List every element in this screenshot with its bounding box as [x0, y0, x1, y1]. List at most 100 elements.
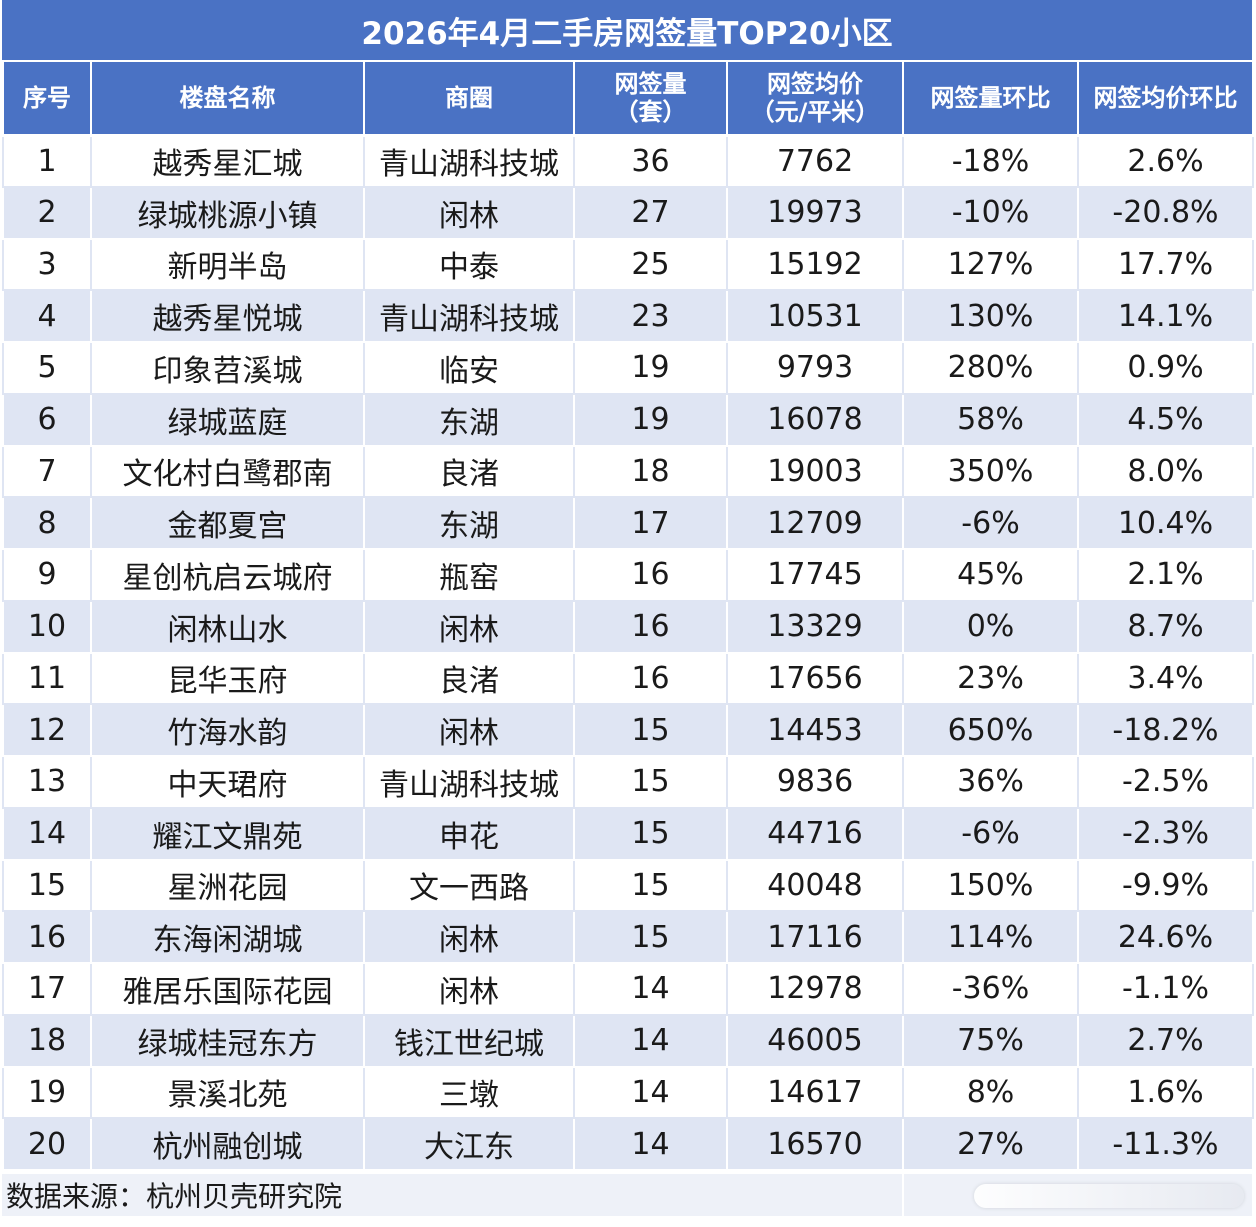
cell-rank: 14 [2, 806, 92, 861]
cell-avg-price: 14453 [726, 703, 904, 757]
divider [902, 1174, 904, 1216]
cell-signed-units: 14 [573, 1117, 728, 1171]
cell-rank: 17 [2, 962, 92, 1016]
cell-avg-price: 17656 [726, 651, 904, 706]
cell-signed-units: 15 [573, 910, 728, 964]
cell-price-mom: 10.4% [1077, 496, 1254, 550]
cell-signed-units: 15 [573, 858, 728, 913]
cell-price-mom: -1.1% [1077, 962, 1254, 1016]
cell-signed-units: 14 [573, 1013, 728, 1068]
cell-units-mom: 23% [902, 651, 1079, 706]
cell-district: 三墩 [363, 1065, 575, 1120]
table-row: 3 新明半岛 中泰 25 15192 127% 17.7% [2, 237, 1254, 292]
cell-price-mom: 0.9% [1077, 341, 1254, 395]
cell-signed-units: 25 [573, 237, 728, 292]
cell-rank: 15 [2, 858, 92, 913]
cell-project-name: 新明半岛 [90, 237, 365, 292]
cell-project-name: 绿城蓝庭 [90, 392, 365, 447]
cell-avg-price: 19973 [726, 185, 904, 240]
cell-signed-units: 16 [573, 548, 728, 602]
cell-project-name: 越秀星汇城 [90, 134, 365, 188]
header-rank: 序号 [2, 60, 92, 137]
table-title: 2026年4月二手房网签量TOP20小区 [2, 0, 1252, 60]
cell-district: 闲林 [363, 703, 575, 757]
table-row: 17 雅居乐国际花园 闲林 14 12978 -36% -1.1% [2, 962, 1254, 1016]
table-row: 1 越秀星汇城 青山湖科技城 36 7762 -18% 2.6% [2, 134, 1254, 188]
cell-price-mom: 3.4% [1077, 651, 1254, 706]
table-row: 6 绿城蓝庭 东湖 19 16078 58% 4.5% [2, 392, 1254, 447]
cell-district: 申花 [363, 806, 575, 861]
cell-signed-units: 16 [573, 651, 728, 706]
cell-district: 闲林 [363, 910, 575, 964]
table-row: 7 文化村白鹭郡南 良渚 18 19003 350% 8.0% [2, 444, 1254, 499]
cell-project-name: 耀江文鼎苑 [90, 806, 365, 861]
cell-units-mom: -10% [902, 185, 1079, 240]
cell-district: 闲林 [363, 185, 575, 240]
cell-district: 东湖 [363, 392, 575, 447]
table-row: 12 竹海水韵 闲林 15 14453 650% -18.2% [2, 703, 1254, 757]
cell-rank: 4 [2, 289, 92, 343]
cell-units-mom: 27% [902, 1117, 1079, 1171]
table-row: 15 星洲花园 文一西路 15 40048 150% -9.9% [2, 858, 1254, 913]
cell-units-mom: 130% [902, 289, 1079, 343]
cell-price-mom: 2.7% [1077, 1013, 1254, 1068]
cell-avg-price: 14617 [726, 1065, 904, 1120]
cell-price-mom: 2.6% [1077, 134, 1254, 188]
cell-price-mom: -2.3% [1077, 806, 1254, 861]
cell-rank: 10 [2, 599, 92, 654]
cell-units-mom: 150% [902, 858, 1079, 913]
table-row: 5 印象苕溪城 临安 19 9793 280% 0.9% [2, 341, 1254, 395]
cell-price-mom: 17.7% [1077, 237, 1254, 292]
cell-project-name: 印象苕溪城 [90, 341, 365, 395]
cell-district: 青山湖科技城 [363, 289, 575, 343]
cell-avg-price: 7762 [726, 134, 904, 188]
cell-district: 中泰 [363, 237, 575, 292]
cell-units-mom: 114% [902, 910, 1079, 964]
cell-price-mom: -18.2% [1077, 703, 1254, 757]
cell-rank: 20 [2, 1117, 92, 1171]
cell-signed-units: 16 [573, 599, 728, 654]
table-row: 2 绿城桃源小镇 闲林 27 19973 -10% -20.8% [2, 185, 1254, 240]
cell-signed-units: 15 [573, 806, 728, 861]
cell-project-name: 越秀星悦城 [90, 289, 365, 343]
cell-avg-price: 19003 [726, 444, 904, 499]
cell-district: 东湖 [363, 496, 575, 550]
cell-rank: 1 [2, 134, 92, 188]
cell-project-name: 竹海水韵 [90, 703, 365, 757]
cell-avg-price: 12978 [726, 962, 904, 1016]
cell-rank: 9 [2, 548, 92, 602]
cell-price-mom: 4.5% [1077, 392, 1254, 447]
cell-avg-price: 16078 [726, 392, 904, 447]
cell-signed-units: 19 [573, 341, 728, 395]
cell-price-mom: 8.0% [1077, 444, 1254, 499]
cell-project-name: 杭州融创城 [90, 1117, 365, 1171]
table-row: 20 杭州融创城 大江东 14 16570 27% -11.3% [2, 1117, 1254, 1171]
cell-district: 良渚 [363, 651, 575, 706]
cell-project-name: 昆华玉府 [90, 651, 365, 706]
cell-project-name: 绿城桂冠东方 [90, 1013, 365, 1068]
ranking-table: 序号 楼盘名称 商圈 网签量 （套） 网签均价 （元/平米） 网签量环比 网签均… [2, 60, 1254, 1171]
cell-avg-price: 17745 [726, 548, 904, 602]
cell-district: 钱江世纪城 [363, 1013, 575, 1068]
cell-avg-price: 9793 [726, 341, 904, 395]
cell-district: 青山湖科技城 [363, 755, 575, 809]
table-row: 19 景溪北苑 三墩 14 14617 8% 1.6% [2, 1065, 1254, 1120]
table-row: 13 中天珺府 青山湖科技城 15 9836 36% -2.5% [2, 755, 1254, 809]
cell-avg-price: 40048 [726, 858, 904, 913]
cell-units-mom: -18% [902, 134, 1079, 188]
cell-units-mom: 36% [902, 755, 1079, 809]
cell-district: 青山湖科技城 [363, 134, 575, 188]
cell-price-mom: -20.8% [1077, 185, 1254, 240]
cell-avg-price: 44716 [726, 806, 904, 861]
table-row: 16 东海闲湖城 闲林 15 17116 114% 24.6% [2, 910, 1254, 964]
cell-units-mom: 0% [902, 599, 1079, 654]
cell-rank: 16 [2, 910, 92, 964]
cell-units-mom: 58% [902, 392, 1079, 447]
cell-project-name: 东海闲湖城 [90, 910, 365, 964]
cell-price-mom: 2.1% [1077, 548, 1254, 602]
cell-district: 瓶窑 [363, 548, 575, 602]
table-row: 8 金都夏宫 东湖 17 12709 -6% 10.4% [2, 496, 1254, 550]
cell-district: 闲林 [363, 962, 575, 1016]
cell-price-mom: 1.6% [1077, 1065, 1254, 1120]
cell-signed-units: 36 [573, 134, 728, 188]
